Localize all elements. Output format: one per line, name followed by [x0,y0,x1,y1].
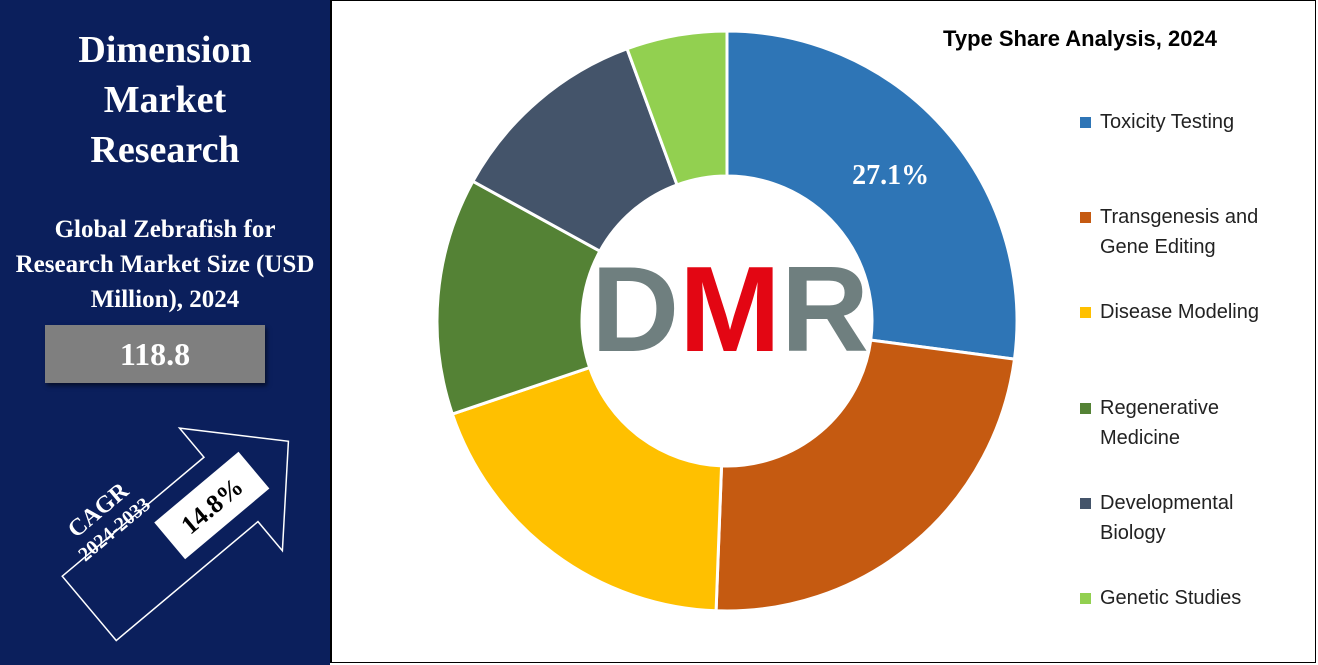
legend-item: Disease Modeling [1080,297,1280,327]
legend-label: Transgenesis and Gene Editing [1100,206,1259,258]
left-panel: Dimension Market Research Global Zebrafi… [0,0,330,665]
metric-value: 118.8 [45,325,265,383]
legend-item: Regenerative Medicine [1080,393,1280,453]
value-label: 27.1% [852,160,929,191]
metric-title: Global Zebrafish for Research Market Siz… [15,216,315,313]
chart-title: Type Share Analysis, 2024 [943,26,1217,51]
legend-label: Genetic Studies [1100,587,1242,609]
cagr-box [154,451,270,560]
slice [625,29,729,187]
slice [450,365,724,613]
brand-line: Market [103,79,227,121]
legend-label: Regenerative Medicine [1100,397,1219,449]
legend-item: Transgenesis and Gene Editing [1080,202,1280,262]
brand: Dimension Market Research [0,25,330,175]
arrow-outline [61,427,290,642]
legend-item: Developmental Biology [1080,488,1280,548]
legend-item: Genetic Studies [1080,583,1280,613]
legend-swatch [1080,498,1091,509]
cagr-arrow: CAGR 2024-2033 14.8% [61,427,290,642]
brand-line: Dimension [78,29,252,71]
logo-letter: R [781,241,869,377]
legend-label: Disease Modeling [1100,301,1259,323]
chart-panel [330,0,1316,663]
slice [435,179,602,416]
legend-label: Toxicity Testing [1100,111,1235,133]
legend-swatch [1080,593,1091,604]
slice [714,338,1017,613]
legend-swatch [1080,117,1091,128]
brand-line: Research [90,129,240,171]
legend-swatch [1080,212,1091,223]
legend-swatch [1080,403,1091,414]
legend-item: Toxicity Testing [1080,107,1280,137]
legend-label: Developmental Biology [1100,492,1234,544]
logo-letter: M [679,241,781,377]
slice [725,29,1019,361]
logo: DMR [591,241,869,377]
logo-letter: D [591,241,679,377]
legend-swatch [1080,307,1091,318]
